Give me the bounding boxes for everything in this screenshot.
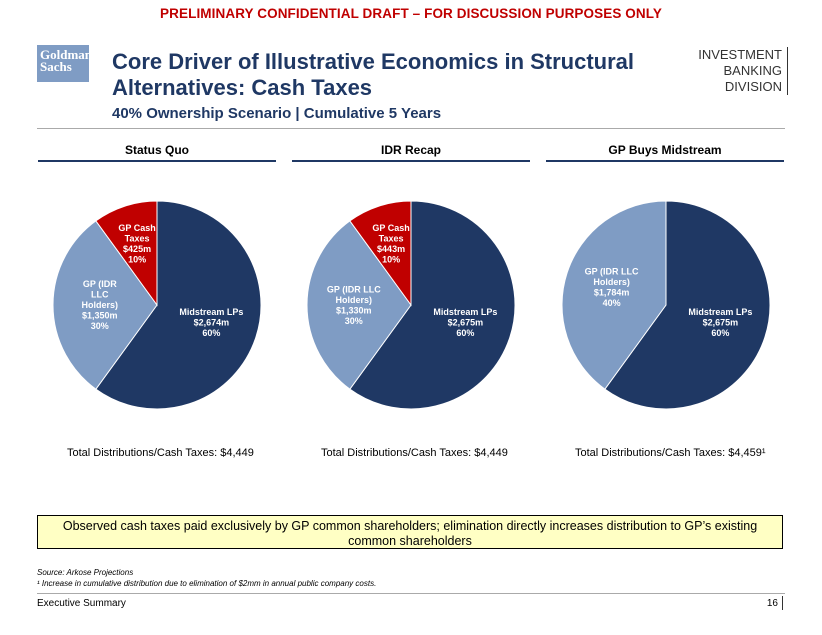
panel-title-gp-buys-midstream: GP Buys Midstream [608,143,722,157]
division-line-1: INVESTMENT BANKING [698,47,782,78]
total-label-idr-recap: Total Distributions/Cash Taxes: $4,449 [321,447,508,459]
page-number: 16 [766,598,778,609]
pie-label-midstream-lps: Midstream LPs $2,674m 60% [179,307,243,338]
pie-label-midstream-lps: Midstream LPs $2,675m 60% [688,307,752,338]
footer-divider [37,593,785,594]
pie-label-gp-idr-llc-holders: GP (IDR LLC Holders) $1,784m 40% [585,267,639,309]
pie-label-gp-cash-taxes: GP Cash Taxes $443m 10% [372,223,409,265]
panel-rule-gp-buys-midstream [546,160,784,162]
pie-slice-gp-cash-taxes [349,200,412,307]
pie-label-gp-idr-llc-holders: GP (IDR LLC Holders) $1,330m 30% [327,284,381,326]
pie-slice-gp-cash-taxes [95,200,158,307]
panel-title-status-quo: Status Quo [124,143,189,157]
goldman-sachs-logo: Goldman Sachs [37,45,93,82]
pie-chart-idr-recap: Midstream LPs $2,675m 60% GP (IDR LLC Holder… [306,200,516,410]
panel-rule-idr-recap [292,160,530,162]
pie-chart-gp-buys-midstream: Midstream LPs $2,675m 60% GP (IDR LLC Holder… [561,200,771,410]
pie-label-midstream-lps: Midstream LPs $2,675m 60% [433,307,497,338]
page-subtitle: 40% Ownership Scenario | Cumulative 5 Ye… [112,105,442,122]
pie-label-gp-cash-taxes: GP Cash Taxes $425m 10% [118,223,155,265]
logo-line-2: Sachs [40,59,72,74]
division-line-2: DIVISION [724,79,782,94]
header-divider [37,128,785,129]
pie-slice-gp-idr-llc-holders [561,200,667,390]
pie-slice-midstream-lps [95,200,262,410]
panel-rule-status-quo [38,160,276,162]
confidential-banner: PRELIMINARY CONFIDENTIAL DRAFT – FOR DIS… [160,6,662,21]
total-label-gp-buys-midstream: Total Distributions/Cash Taxes: $4,459¹ [575,447,766,459]
pie-slice-gp-idr-llc-holders [52,220,158,390]
logo-line-1: Goldman [40,47,93,62]
callout-box: Observed cash taxes paid exclusively by … [37,515,783,549]
footer-section: Executive Summary [37,598,126,609]
page-title: Core Driver of Illustrative Economics in… [112,49,635,100]
pie-label-gp-idr-llc-holders: GP (IDR LLC Holders) $1,350m 30% [82,279,119,331]
pie-slice-gp-idr-llc-holders [306,220,412,390]
pie-slice-midstream-lps [349,200,516,410]
footnote: ¹ Increase in cumulative distribution du… [37,579,377,588]
total-label-status-quo: Total Distributions/Cash Taxes: $4,449 [67,447,254,459]
division-label: INVESTMENT BANKING DIVISION [640,47,788,95]
source-note: Source: Arkose Projections [37,568,134,577]
pie-chart-status-quo: Midstream LPs $2,674m 60% GP (IDR LLC Holders… [52,200,262,410]
pie-slice-midstream-lps [604,200,771,410]
page-number-bar [782,596,783,610]
panel-title-idr-recap: IDR Recap [380,143,442,157]
